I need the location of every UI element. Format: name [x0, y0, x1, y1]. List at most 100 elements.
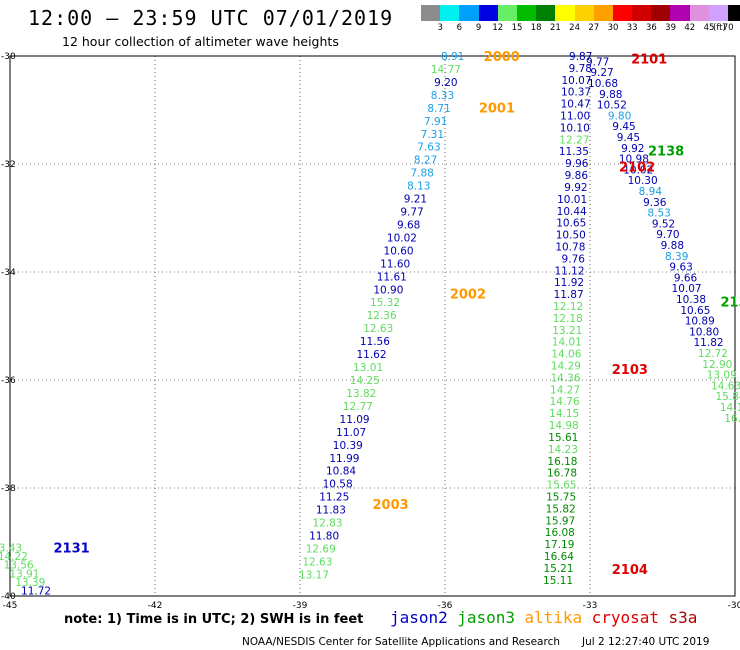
wave-height-value: 14.19: [720, 402, 740, 414]
wave-height-value: 10.07: [561, 75, 591, 87]
pass-number-label: 2104: [612, 563, 648, 578]
wave-height-value: 12.18: [553, 313, 583, 325]
wave-height-value: 11.07: [336, 427, 366, 439]
wave-height-value: 10.01: [557, 194, 587, 206]
wave-height-value: 12.27: [559, 134, 589, 146]
wave-height-value: 11.09: [340, 414, 370, 426]
wave-height-value: 11.87: [554, 289, 584, 301]
map-frame: [9, 55, 736, 597]
wave-height-value: 9.77: [586, 56, 609, 68]
pass-number-label: 2138: [648, 145, 684, 160]
wave-height-value: 11.92: [554, 277, 584, 289]
colorbar-label: 12: [492, 23, 504, 33]
wave-height-value: 11.12: [554, 265, 584, 277]
wave-height-value: 15.11: [543, 575, 573, 587]
colorbar-label: 6: [456, 23, 463, 33]
wave-height-value: 9.96: [565, 158, 589, 170]
y-tick-label: -34: [1, 268, 16, 278]
wave-height-value: 13.17: [299, 569, 329, 581]
colorbar-swatch: [708, 5, 728, 21]
wave-height-value: 8.33: [431, 90, 454, 102]
wave-height-value: 11.61: [377, 271, 407, 283]
y-tick-label: -30: [1, 52, 16, 62]
wave-height-value: 10.07: [672, 283, 702, 295]
x-tick-label: -33: [583, 601, 598, 611]
wave-height-value: 15.97: [545, 515, 575, 527]
y-tick-label: -40: [1, 592, 16, 602]
wave-height-value: 13.91: [9, 568, 39, 580]
wave-height-value: 8.53: [647, 208, 670, 220]
wave-height-value: 11.60: [380, 258, 410, 270]
pass-number-label: 2102: [619, 161, 655, 176]
wave-height-value: 9.92: [621, 143, 644, 155]
wave-height-value: 10.37: [561, 87, 591, 99]
wave-height-value: 8.39: [665, 251, 688, 263]
wave-height-value: 10.10: [560, 122, 590, 134]
colorbar-swatch: [440, 5, 460, 21]
wave-height-value: 13.21: [552, 325, 582, 337]
wave-height-value: 14.23: [548, 444, 578, 456]
wave-height-value: 9.88: [599, 89, 622, 101]
wave-height-value: 12.90: [702, 359, 732, 371]
colorbar-label: 70: [722, 23, 734, 33]
wave-height-value: 8.71: [427, 103, 450, 115]
wave-height-value: 10.02: [387, 232, 417, 244]
wave-height-value: 14.77: [431, 64, 461, 76]
pass-number-label: 2131: [54, 541, 90, 556]
wave-height-value: 12.63: [363, 323, 393, 335]
page-title: 12:00 – 23:59 UTC 07/01/2019: [28, 6, 394, 30]
wave-height-value: 16.10: [724, 413, 740, 425]
wave-height-value: 16.78: [547, 468, 577, 480]
wave-height-value: 15.82: [546, 503, 576, 515]
wave-height-value: 10.47: [561, 99, 591, 111]
wave-height-value: 10.60: [384, 245, 414, 257]
wave-height-value: 8.91: [441, 51, 464, 63]
pass-number-label: 2003: [373, 498, 409, 513]
colorbar-label: 36: [645, 23, 657, 33]
wave-height-value: 10.89: [685, 316, 715, 328]
wave-height-value: 11.83: [316, 505, 346, 517]
wave-height-value: 14.25: [350, 375, 380, 387]
wave-height-value: 12.36: [367, 310, 397, 322]
y-tick-label: -32: [1, 160, 16, 170]
wave-height-value: 14.27: [550, 384, 580, 396]
wave-height-value: 11.72: [21, 586, 51, 598]
wave-height-value: 9.70: [656, 229, 679, 241]
wave-height-value: 9.20: [434, 77, 457, 89]
wave-height-value: 8.13: [407, 181, 430, 193]
wave-height-value: 13.56: [4, 560, 34, 572]
wave-height-value: 11.00: [560, 111, 590, 123]
legend-item: altika: [524, 608, 583, 627]
wave-height-value: 13.82: [346, 388, 376, 400]
wave-height-value: 14.76: [550, 396, 580, 408]
wave-height-value: 13.09: [707, 370, 737, 382]
wave-height-value: 11.56: [360, 336, 390, 348]
x-tick-label: -39: [293, 601, 308, 611]
wave-height-value: 14.29: [551, 361, 581, 373]
wave-height-value: 10.65: [556, 218, 586, 230]
wave-height-value: 9.45: [612, 121, 635, 133]
footer-timestamp: Jul 2 12:27:40 UTC 2019: [582, 636, 710, 648]
colorbar-swatch: [728, 5, 740, 21]
colorbar-swatch: [421, 5, 441, 21]
wave-height-value: 9.63: [669, 262, 692, 274]
wave-height-value: 9.66: [674, 272, 698, 284]
wave-height-value: 10.80: [689, 326, 719, 338]
wave-height-value: 11.25: [319, 492, 349, 504]
x-tick-label: -45: [3, 601, 18, 611]
wave-height-value: 13.39: [15, 577, 45, 589]
wave-height-value: 9.36: [643, 197, 667, 209]
wave-height-value: 14.01: [552, 337, 582, 349]
legend-item: cryosat: [591, 608, 660, 627]
wave-height-value: 14.22: [0, 551, 28, 563]
wave-height-value: 9.80: [608, 110, 631, 122]
x-tick-label: -30: [728, 601, 740, 611]
wave-height-value: 10.02: [623, 164, 653, 176]
wave-height-value: 8.27: [414, 155, 437, 167]
colorbar-swatch: [670, 5, 690, 21]
wave-height-value: 11.99: [329, 453, 359, 465]
colorbar-label: 45: [703, 23, 715, 33]
colorbar-label: 24: [569, 23, 581, 33]
colorbar-swatch: [459, 5, 479, 21]
colorbar-unit: (ft): [713, 23, 726, 33]
